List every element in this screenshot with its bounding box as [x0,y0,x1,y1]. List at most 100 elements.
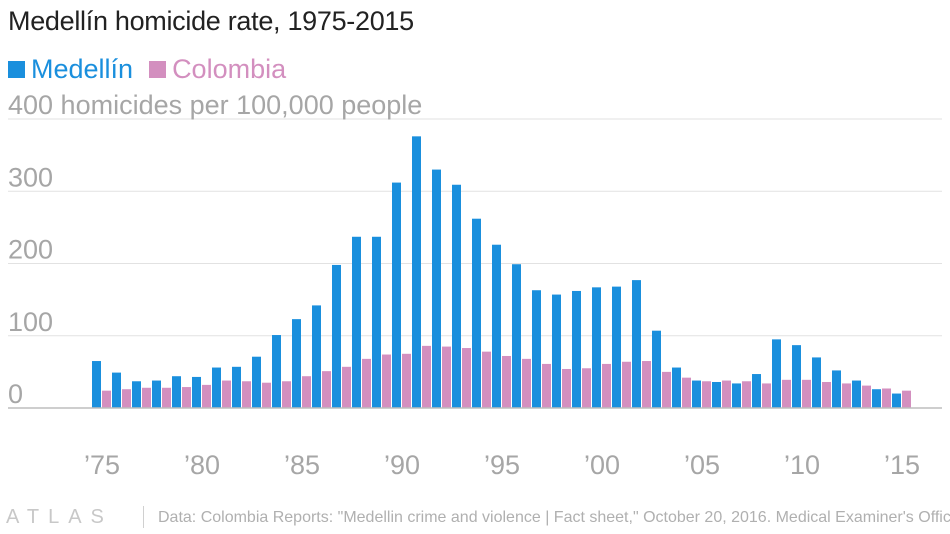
bar-colombia-2003 [662,371,671,408]
bar-colombia-2005 [702,381,711,408]
x-tick-label-2000: ’00 [584,450,620,480]
x-tick-label-1975: ’75 [84,450,120,480]
bar-medellin-1996 [512,264,521,408]
x-tick-label-2010: ’10 [784,450,820,480]
x-tick-label-1995: ’95 [484,450,520,480]
bar-medellin-1978 [152,380,161,408]
chart-title: Medellín homicide rate, 1975-2015 [8,6,414,36]
bar-colombia-1994 [482,351,491,408]
bar-colombia-2000 [602,363,611,408]
bar-colombia-2008 [762,383,771,408]
legend: Medellín Colombia [8,54,302,85]
y-tick-label-0: 0 [8,379,23,409]
bar-medellin-2005 [692,380,701,408]
bar-medellin-1994 [472,218,481,408]
bar-colombia-2007 [742,381,751,408]
bar-medellin-1980 [192,376,201,408]
bar-colombia-1978 [162,387,171,408]
legend-item-colombia: Colombia [149,54,286,85]
bar-medellin-2008 [752,374,761,408]
legend-label-medellin: Medellín [31,54,134,84]
bar-medellin-2007 [732,383,741,408]
bar-colombia-2002 [642,361,651,408]
bar-colombia-1990 [402,353,411,408]
bar-medellin-1983 [252,356,261,408]
legend-label-colombia: Colombia [172,54,287,84]
bar-colombia-2006 [722,380,731,408]
bar-medellin-1986 [312,305,321,408]
bar-medellin-1993 [452,184,461,408]
bar-medellin-2001 [612,286,621,408]
bar-colombia-2009 [782,379,791,408]
legend-swatch-medellin [8,61,25,78]
bar-medellin-1977 [132,381,141,408]
bar-colombia-1988 [362,358,371,408]
bar-colombia-1979 [182,387,191,408]
bar-colombia-1991 [422,345,431,408]
x-tick-label-2015: ’15 [884,450,920,480]
x-tick-label-1990: ’90 [384,450,420,480]
x-tick-label-1985: ’85 [284,450,320,480]
bar-medellin-1981 [212,367,221,408]
footer-divider [143,506,144,528]
y-tick-label-100: 100 [8,307,53,337]
footer: ATLAS Data: Colombia Reports: "Medellin … [0,500,950,534]
bar-colombia-2012 [842,383,851,408]
bar-colombia-2011 [822,381,831,408]
bar-colombia-1976 [122,389,131,408]
bar-colombia-2001 [622,361,631,408]
legend-item-medellin: Medellín [8,54,133,85]
bar-colombia-1997 [542,363,551,408]
bar-colombia-2013 [862,385,871,408]
bar-colombia-1989 [382,354,391,408]
bar-medellin-2006 [712,381,721,408]
bar-colombia-1992 [442,346,451,408]
bar-medellin-2010 [792,345,801,408]
bar-medellin-2014 [872,389,881,408]
atlas-logo: ATLAS [6,506,113,528]
bar-colombia-1982 [242,381,251,408]
bar-medellin-1991 [412,136,421,408]
bar-colombia-1981 [222,380,231,408]
bar-colombia-1977 [142,387,151,408]
bar-colombia-1993 [462,348,471,408]
bar-medellin-1975 [92,361,101,408]
x-tick-label-2005: ’05 [684,450,720,480]
y-tick-label-400: 400 homicides per 100,000 people [8,90,422,120]
bar-medellin-1992 [432,169,441,408]
bar-medellin-1988 [352,236,361,408]
bar-chart: 0 100 200 300 400 homicides per 100,000 peop… [8,90,942,480]
bar-medellin-1982 [232,366,241,408]
source-note: Data: Colombia Reports: "Medellin crime … [158,509,950,526]
bar-colombia-1975 [102,390,111,408]
bar-colombia-1984 [282,381,291,408]
bar-medellin-2002 [632,280,641,408]
bar-colombia-2014 [882,388,891,408]
bar-medellin-1985 [292,319,301,408]
bar-colombia-2010 [802,379,811,408]
bar-colombia-1980 [202,384,211,408]
bar-colombia-1983 [262,382,271,408]
bar-medellin-1990 [392,182,401,408]
bar-colombia-2015 [902,390,911,408]
bar-colombia-1986 [322,371,331,408]
bar-colombia-1995 [502,355,511,408]
bar-medellin-1997 [532,290,541,408]
bar-medellin-2004 [672,367,681,408]
x-tick-label-1980: ’80 [184,450,220,480]
bar-medellin-1987 [332,264,341,408]
bar-medellin-1976 [112,372,121,408]
y-tick-label-300: 300 [8,162,53,192]
bar-medellin-1979 [172,376,181,408]
bar-colombia-2004 [682,377,691,408]
bar-medellin-1984 [272,335,281,408]
legend-swatch-colombia [149,61,167,78]
bar-medellin-2015 [892,393,901,408]
bar-colombia-1999 [582,368,591,408]
bar-medellin-1998 [552,294,561,408]
bar-medellin-2013 [852,380,861,408]
bar-medellin-2003 [652,330,661,408]
bar-colombia-1996 [522,358,531,408]
bar-medellin-1999 [572,290,581,408]
bar-colombia-1998 [562,368,571,408]
